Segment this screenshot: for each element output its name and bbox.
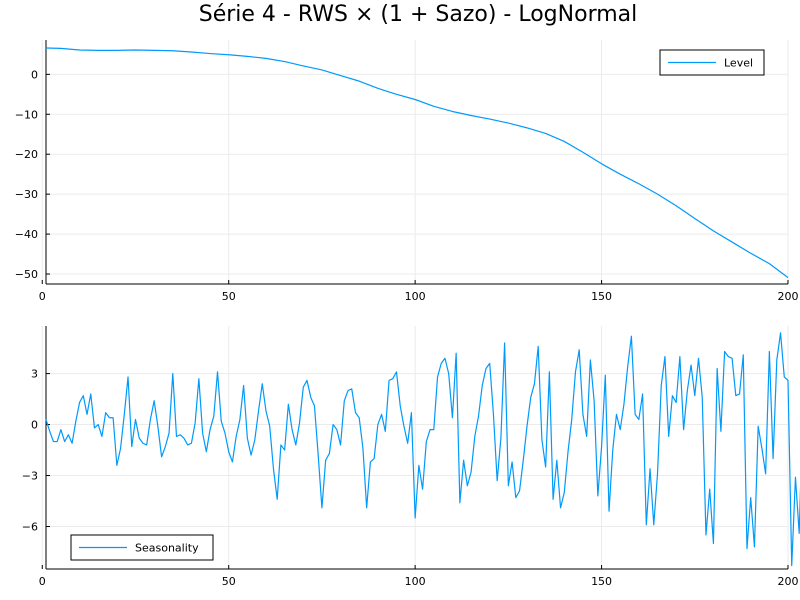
seasonality-x-tick-label: 50 bbox=[222, 575, 236, 588]
seasonality-legend-box bbox=[70, 534, 214, 561]
level-y-tick-label: −50 bbox=[15, 268, 38, 281]
level-legend-label: Level bbox=[724, 57, 753, 70]
seasonality-x-tick-label: 150 bbox=[591, 575, 612, 588]
seasonality-y-tick-label: −3 bbox=[22, 470, 38, 483]
seasonality-series-line bbox=[45, 332, 800, 567]
level-series-line bbox=[45, 47, 789, 279]
seasonality-x-tick-label: 100 bbox=[405, 575, 426, 588]
seasonality-x-tick-label: 200 bbox=[778, 575, 799, 588]
seasonality-y-tick-label: 3 bbox=[31, 368, 38, 381]
chart-title: Série 4 - RWS × (1 + Sazo) - LogNormal bbox=[199, 2, 638, 27]
level-y-tick-label: 0 bbox=[31, 68, 38, 81]
seasonality-y-tick-label: −6 bbox=[22, 521, 38, 534]
level-y-tick-label: −20 bbox=[15, 148, 38, 161]
level-y-tick-label: −10 bbox=[15, 108, 38, 121]
seasonality-x-tick-label: 0 bbox=[39, 575, 46, 588]
level-x-tick-label: 150 bbox=[591, 290, 612, 303]
level-x-tick-label: 200 bbox=[778, 290, 799, 303]
level-panel: 0 50 100 150 200 0 −10 −20 −30 −40 −50 Level bbox=[15, 40, 799, 303]
level-x-tick-label: 0 bbox=[39, 290, 46, 303]
level-y-tick-label: −40 bbox=[15, 228, 38, 241]
seasonality-legend-label: Seasonality bbox=[135, 542, 199, 555]
level-y-tick-label: −30 bbox=[15, 188, 38, 201]
level-x-tick-label: 50 bbox=[222, 290, 236, 303]
level-x-tick-label: 100 bbox=[405, 290, 426, 303]
seasonality-y-tick-label: 0 bbox=[31, 419, 38, 432]
seasonality-panel: 0 50 100 150 200 3 0 −3 −6 Seasonality bbox=[22, 326, 800, 588]
